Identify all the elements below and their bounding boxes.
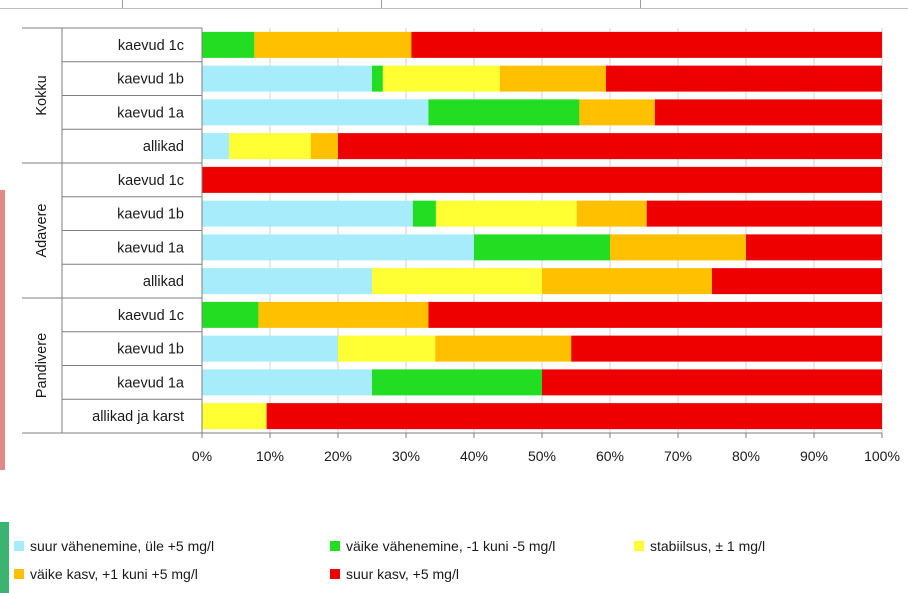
legend-swatch xyxy=(634,541,644,551)
group-label: Adavere xyxy=(34,203,50,257)
x-tick-label: 70% xyxy=(664,448,692,464)
window-top-strip xyxy=(0,0,908,9)
frame-divider xyxy=(640,0,641,8)
category-label: kaevud 1b xyxy=(117,342,184,358)
bar-segment xyxy=(202,335,338,362)
bar-segment xyxy=(610,234,746,261)
bar-segment xyxy=(576,200,647,227)
legend-item: suur kasv, +5 mg/l xyxy=(330,564,459,584)
bar-segment xyxy=(474,234,610,261)
bar-segment xyxy=(499,65,606,92)
legend-swatch xyxy=(330,569,340,579)
bar-segment xyxy=(202,166,882,193)
legend-swatch xyxy=(14,569,24,579)
frame-divider xyxy=(122,0,123,8)
category-label: allikad ja karst xyxy=(92,409,184,425)
bar-segment xyxy=(654,99,882,126)
bar-segment xyxy=(646,200,882,227)
bar-segment xyxy=(254,31,412,58)
legend-label: stabiilsus, ± 1 mg/l xyxy=(650,538,766,554)
group-label: Kokku xyxy=(34,75,50,115)
bar-segment xyxy=(605,65,882,92)
bar-segment xyxy=(258,301,429,328)
bar-segment xyxy=(266,403,883,430)
bar-segment xyxy=(571,335,882,362)
bar-segment xyxy=(435,335,572,362)
bar-segment xyxy=(202,234,474,261)
bar-segment xyxy=(579,99,655,126)
x-tick-label: 100% xyxy=(864,448,900,464)
x-tick-label: 90% xyxy=(800,448,828,464)
bar-segment xyxy=(229,133,311,160)
legend-item: väike vähenemine, -1 kuni -5 mg/l xyxy=(330,536,555,556)
category-label: allikad xyxy=(143,274,184,290)
legend-item: stabiilsus, ± 1 mg/l xyxy=(634,536,765,556)
x-tick-label: 10% xyxy=(256,448,284,464)
bar-segment xyxy=(202,301,259,328)
bar-segment xyxy=(202,99,429,126)
bar-segment xyxy=(382,65,500,92)
bar-segment xyxy=(338,133,882,160)
legend-label: väike vähenemine, -1 kuni -5 mg/l xyxy=(346,538,556,554)
bar-segment xyxy=(372,65,383,92)
bar-segment xyxy=(202,268,372,295)
frame-divider xyxy=(381,0,382,8)
bar-segment xyxy=(372,369,542,396)
bar-segment xyxy=(310,133,338,160)
left-edge-accent xyxy=(0,190,5,470)
category-label: kaevud 1a xyxy=(117,240,185,256)
x-tick-label: 50% xyxy=(528,448,556,464)
left-edge-accent xyxy=(0,522,9,593)
x-tick-label: 0% xyxy=(192,448,212,464)
group-label: Pandivere xyxy=(34,333,50,398)
category-label: kaevud 1b xyxy=(117,207,184,223)
x-tick-label: 80% xyxy=(732,448,760,464)
category-label: kaevud 1b xyxy=(117,72,184,88)
bar-segment xyxy=(202,31,255,58)
x-tick-label: 20% xyxy=(324,448,352,464)
legend-label: suur vähenemine, üle +5 mg/l xyxy=(30,538,215,554)
bar-segment xyxy=(202,133,230,160)
bar-segment xyxy=(428,99,580,126)
bar-segment xyxy=(411,31,882,58)
bar-segment xyxy=(338,335,436,362)
legend-swatch xyxy=(330,541,340,551)
bar-segment xyxy=(435,200,577,227)
bar-segment xyxy=(202,65,372,92)
x-tick-label: 30% xyxy=(392,448,420,464)
labels: 0% 10% 20% 30% 40% 50% 60% 70% 80% 90% 100% kaevud … xyxy=(34,38,900,464)
stacked-bar-chart: 0% 10% 20% 30% 40% 50% 60% 70% 80% 90% 100% kaevud … xyxy=(22,27,900,464)
bar-segment xyxy=(542,369,882,396)
category-label: kaevud 1a xyxy=(117,375,185,391)
category-label: allikad xyxy=(143,139,184,155)
bar-segment xyxy=(202,369,372,396)
legend: suur vähenemine, üle +5 mg/l väike vähene… xyxy=(14,536,894,593)
bar-segment xyxy=(372,268,542,295)
bars xyxy=(202,31,883,430)
legend-label: suur kasv, +5 mg/l xyxy=(346,566,459,582)
x-tick-label: 60% xyxy=(596,448,624,464)
legend-item: väike kasv, +1 kuni +5 mg/l xyxy=(14,564,198,584)
legend-label: väike kasv, +1 kuni +5 mg/l xyxy=(30,566,198,582)
category-label: kaevud 1c xyxy=(118,38,184,54)
legend-swatch xyxy=(14,541,24,551)
legend-item: suur vähenemine, üle +5 mg/l xyxy=(14,536,214,556)
axes xyxy=(22,27,883,438)
x-tick-label: 40% xyxy=(460,448,488,464)
bar-segment xyxy=(746,234,882,261)
bar-segment xyxy=(412,200,436,227)
bar-segment xyxy=(202,403,267,430)
bar-segment xyxy=(542,268,712,295)
category-label: kaevud 1c xyxy=(118,173,184,189)
bar-segment xyxy=(202,200,413,227)
bar-segment xyxy=(712,268,882,295)
bar-segment xyxy=(428,301,882,328)
category-label: kaevud 1c xyxy=(118,308,184,324)
category-label: kaevud 1a xyxy=(117,105,185,121)
